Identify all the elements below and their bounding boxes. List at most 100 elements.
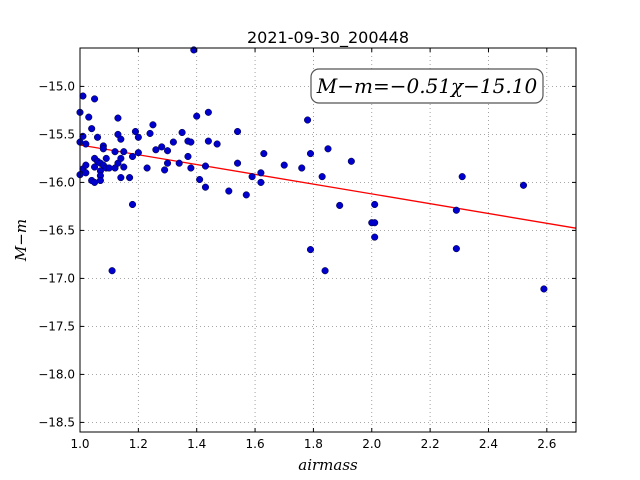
data-point xyxy=(117,174,125,182)
gridlines xyxy=(79,48,576,432)
data-point xyxy=(163,147,172,155)
data-point xyxy=(131,127,139,136)
data-points xyxy=(76,46,548,293)
data-point xyxy=(146,129,154,137)
data-point xyxy=(234,159,242,167)
data-point xyxy=(149,121,157,129)
data-point xyxy=(120,163,128,171)
data-point xyxy=(458,173,466,181)
data-point xyxy=(201,162,210,170)
data-point xyxy=(79,92,87,100)
data-point xyxy=(371,219,379,227)
data-point xyxy=(134,149,142,157)
data-point xyxy=(225,187,233,195)
data-point xyxy=(117,154,125,162)
y-tick-label: −16.5 xyxy=(38,223,75,237)
data-point xyxy=(88,125,96,133)
data-point xyxy=(175,159,183,167)
data-point xyxy=(519,181,528,189)
data-point xyxy=(193,112,201,120)
data-point xyxy=(321,267,329,275)
plot-frame xyxy=(79,47,577,433)
x-tick-label: 1.8 xyxy=(304,437,323,451)
data-point xyxy=(306,150,315,158)
data-point xyxy=(187,138,195,146)
x-tick-label: 2.0 xyxy=(362,437,381,451)
data-point xyxy=(540,285,548,293)
data-point xyxy=(204,108,212,116)
y-axis-label: M−m xyxy=(12,219,30,262)
data-point xyxy=(102,154,110,162)
annotation-box xyxy=(310,68,544,104)
data-point xyxy=(117,135,125,143)
data-point xyxy=(161,166,169,174)
y-tick-label: −17.0 xyxy=(38,271,75,285)
fit-line xyxy=(79,144,577,229)
data-point xyxy=(204,137,212,145)
data-point xyxy=(260,150,268,158)
x-tick-label: 2.2 xyxy=(421,437,440,451)
x-tick-label: 1.4 xyxy=(187,437,206,451)
data-point xyxy=(257,169,265,177)
x-tick-label: 1.6 xyxy=(246,437,265,451)
data-point xyxy=(96,176,104,185)
data-point xyxy=(91,95,99,103)
data-point xyxy=(85,113,93,121)
data-point xyxy=(143,164,151,172)
fit-annotation: M−m=−0.51χ−15.10 xyxy=(310,68,544,104)
y-tick-label: −16.0 xyxy=(38,175,75,189)
data-point xyxy=(306,246,315,254)
data-point xyxy=(126,174,134,182)
data-point xyxy=(99,145,107,153)
data-point xyxy=(234,127,242,136)
data-point xyxy=(93,133,102,141)
data-point xyxy=(371,200,379,209)
data-point xyxy=(187,164,195,172)
data-point xyxy=(347,157,355,165)
data-point xyxy=(280,161,288,169)
data-point xyxy=(163,159,172,167)
data-point xyxy=(371,233,379,241)
data-point xyxy=(82,140,90,148)
data-point xyxy=(298,164,306,172)
data-point xyxy=(128,152,137,161)
fit-equation-label: M−m=−0.51χ−15.10 xyxy=(316,74,538,98)
axis-ticks: 1.0 1.2 1.4 1.6 1.8 2.0 2.2 2.4 2.6 −15.0 −15.5 −16… xyxy=(38,48,576,451)
data-point xyxy=(120,148,128,156)
data-point xyxy=(82,161,90,169)
data-point xyxy=(128,200,137,209)
data-point xyxy=(196,175,204,184)
x-tick-label: 2.4 xyxy=(479,437,498,451)
data-point xyxy=(114,114,122,122)
data-point xyxy=(111,148,119,156)
data-point xyxy=(134,133,142,141)
fit-line-layer xyxy=(79,144,577,229)
data-point xyxy=(82,169,90,177)
x-tick-label: 1.0 xyxy=(70,437,89,451)
data-point xyxy=(169,138,177,146)
x-tick-label: 2.6 xyxy=(537,437,556,451)
data-point xyxy=(201,183,210,191)
chart-title: 2021-09-30_200448 xyxy=(247,28,409,48)
x-tick-label: 1.2 xyxy=(129,437,148,451)
data-point xyxy=(213,140,221,148)
data-point xyxy=(324,145,332,153)
data-point xyxy=(242,191,250,199)
data-point xyxy=(452,206,460,214)
data-point xyxy=(91,163,99,171)
data-point xyxy=(248,173,256,181)
x-axis-label: airmass xyxy=(298,456,358,474)
data-point xyxy=(452,245,460,253)
y-tick-label: −18.0 xyxy=(38,367,75,381)
data-point xyxy=(178,128,186,137)
y-tick-label: −15.5 xyxy=(38,127,75,141)
data-point xyxy=(318,173,326,181)
data-point xyxy=(108,267,116,275)
data-point xyxy=(336,201,344,209)
data-point xyxy=(158,143,166,151)
data-point xyxy=(304,116,312,124)
data-point xyxy=(152,146,160,154)
y-tick-label: −17.5 xyxy=(38,319,75,333)
y-tick-label: −15.0 xyxy=(38,79,75,93)
